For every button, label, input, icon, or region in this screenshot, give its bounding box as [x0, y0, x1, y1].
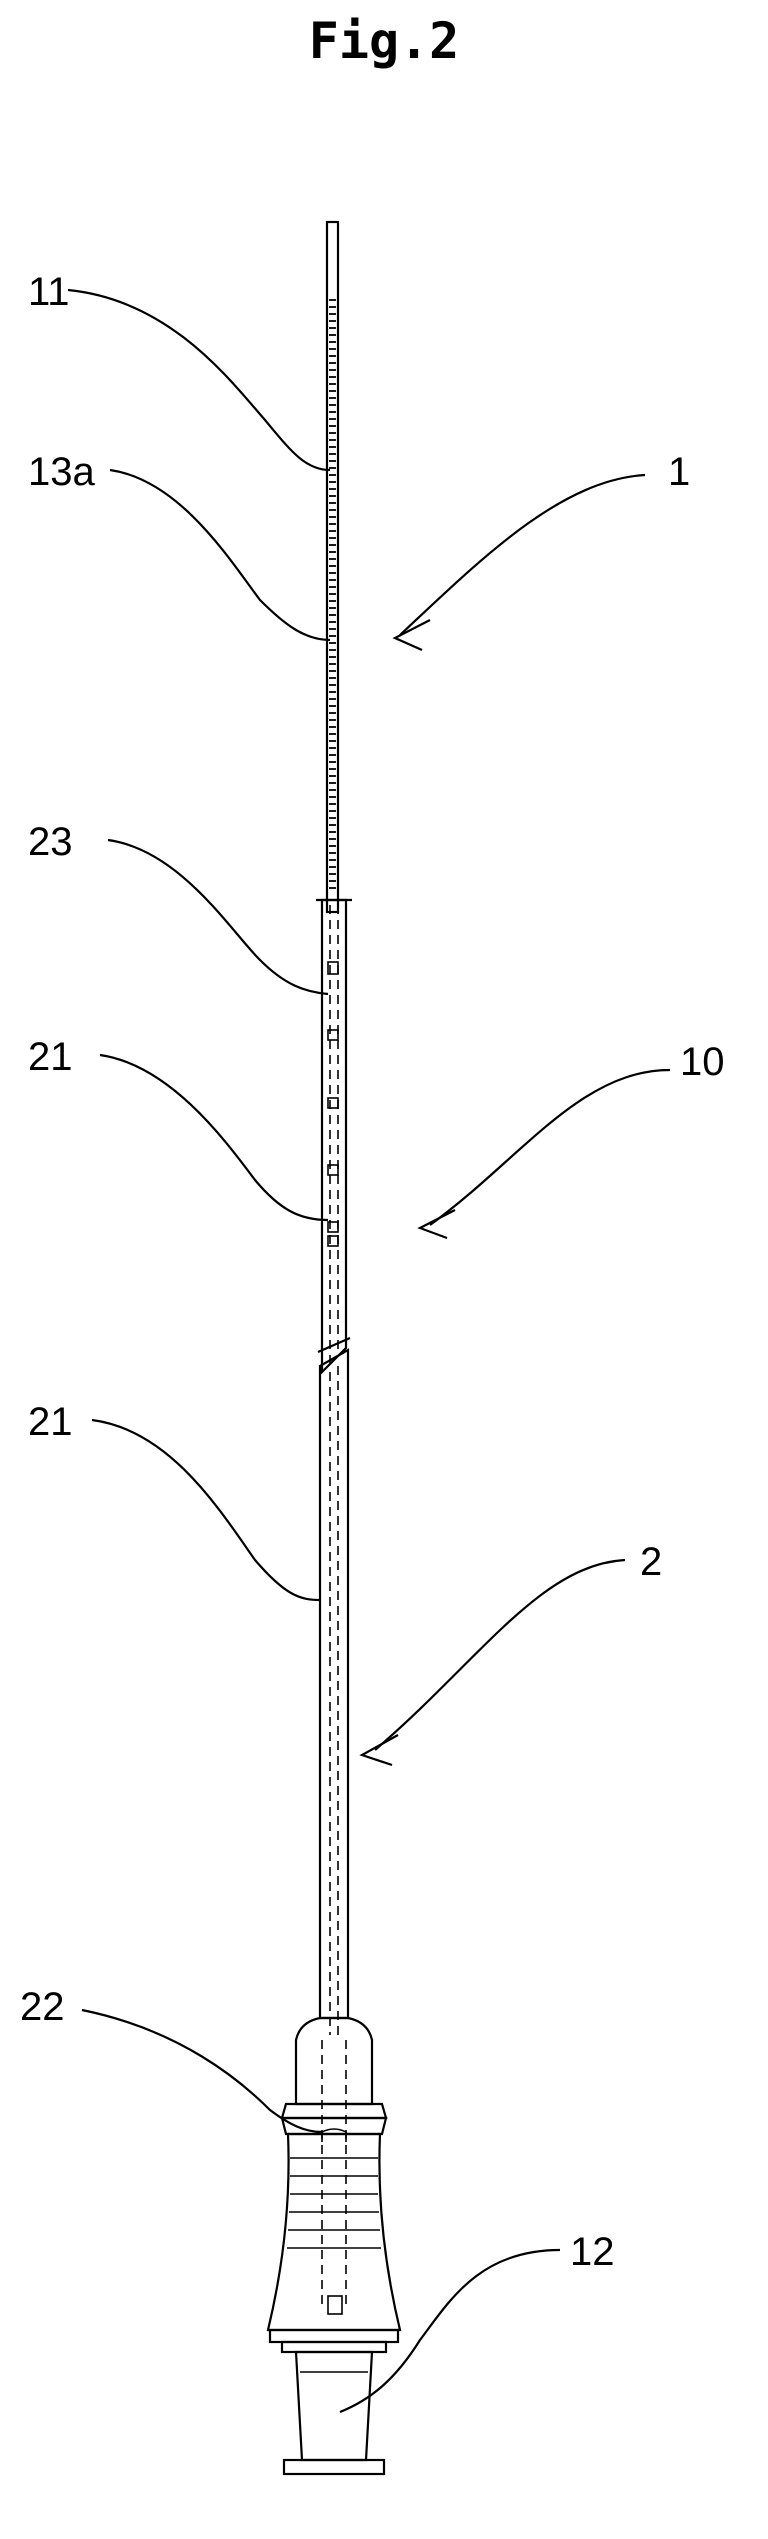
label-sheath-lower: 21: [28, 1400, 73, 1444]
label-device: 10: [680, 1040, 725, 1084]
guide-wire: [327, 222, 338, 912]
label-hub: 22: [20, 1985, 65, 2029]
leader-lines: [68, 290, 560, 2412]
grip-ribs: [287, 2158, 381, 2248]
hub: [268, 2018, 400, 2352]
pointer-arrows: [362, 475, 670, 1765]
coil-pattern: [329, 300, 336, 888]
label-catheter: 2: [640, 1540, 662, 1584]
figure-title: Fig.2: [309, 12, 460, 70]
label-marker: 23: [28, 820, 73, 864]
sheath-upper: [316, 900, 352, 1372]
connector: [284, 2352, 384, 2474]
label-assembly: 1: [668, 450, 690, 494]
label-sheath-upper: 21: [28, 1035, 73, 1079]
label-coil: 13a: [28, 450, 95, 494]
sheath-lower: [320, 1350, 348, 2035]
label-wire: 11: [28, 270, 70, 314]
label-connector: 12: [570, 2230, 615, 2274]
